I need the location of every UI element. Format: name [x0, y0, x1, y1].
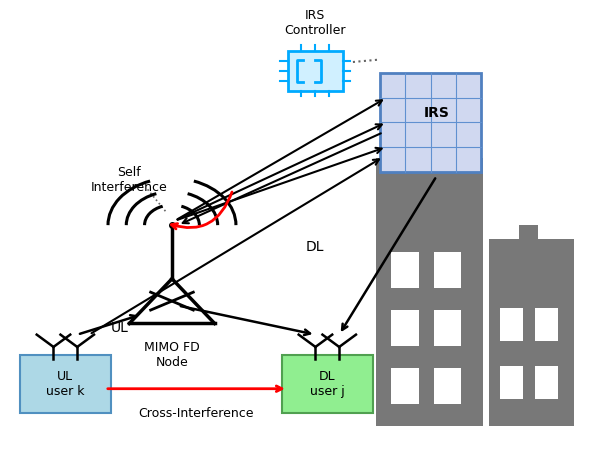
Text: DL
user j: DL user j	[310, 370, 345, 398]
Text: UL: UL	[111, 321, 129, 335]
Bar	[535, 308, 558, 342]
Bar	[391, 252, 419, 288]
Text: Cross-Interference: Cross-Interference	[138, 407, 254, 419]
FancyBboxPatch shape	[282, 355, 373, 413]
FancyBboxPatch shape	[380, 73, 481, 171]
Text: UL
user k: UL user k	[46, 370, 84, 398]
Bar	[434, 310, 461, 346]
FancyBboxPatch shape	[288, 51, 343, 91]
Text: MIMO FD
Node: MIMO FD Node	[144, 342, 200, 369]
Text: IRS: IRS	[424, 106, 450, 121]
Text: DL: DL	[306, 240, 324, 255]
FancyBboxPatch shape	[20, 355, 111, 413]
Bar	[434, 368, 461, 404]
FancyBboxPatch shape	[376, 158, 483, 426]
Bar	[391, 368, 419, 404]
Text: Self
Interference: Self Interference	[91, 166, 168, 194]
FancyBboxPatch shape	[489, 238, 574, 426]
Bar	[519, 225, 537, 238]
Bar	[500, 366, 523, 400]
Bar	[535, 366, 558, 400]
Text: IRS
Controller: IRS Controller	[285, 9, 346, 37]
Bar	[434, 252, 461, 288]
Bar	[391, 310, 419, 346]
Bar	[500, 308, 523, 342]
